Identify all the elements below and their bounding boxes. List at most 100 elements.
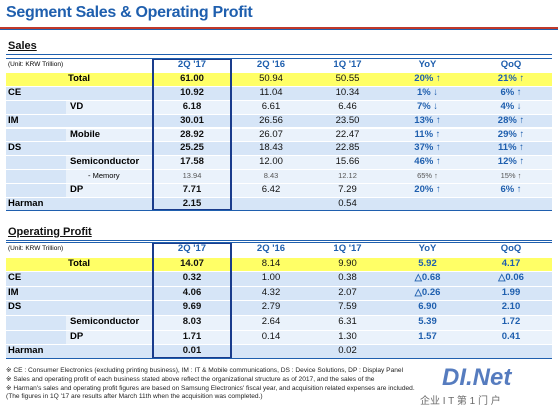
cell-value: 5.39: [418, 316, 437, 327]
cell-value: 0.41: [501, 330, 521, 342]
section-title: Sales: [8, 40, 37, 52]
cell-value: 6% ↑: [500, 184, 522, 196]
row-label: Total: [68, 72, 90, 84]
cell-value: 2.64: [261, 316, 281, 327]
row-bg: [6, 197, 552, 211]
row-label: Semiconductor: [70, 316, 140, 327]
cell-value: 2.07: [338, 286, 357, 298]
footnote: ※ Sales and operating profit of each bus…: [6, 376, 375, 383]
row-bg: [6, 169, 552, 184]
row-label: Total: [68, 257, 90, 269]
cell-value: 5.92: [418, 257, 437, 269]
cell-value: 30.01: [180, 114, 204, 126]
title-rule: [0, 29, 558, 30]
cell-value: 6.31: [338, 316, 357, 327]
row-label: CE: [8, 86, 22, 98]
row-label: DP: [70, 184, 84, 196]
column-header: 1Q '17: [333, 243, 362, 254]
cell-value: △0.68: [414, 272, 441, 284]
row-label: IM: [8, 114, 19, 126]
unit-label: (Unit: KRW Trillion): [8, 245, 64, 252]
cell-value: 18.43: [259, 142, 283, 154]
row-label: VD: [70, 100, 84, 112]
cell-value: 0.02: [338, 345, 357, 357]
row-label: IM: [8, 286, 19, 298]
cell-value: 6.46: [338, 100, 357, 112]
row-label: CE: [8, 272, 22, 284]
cell-value: 6.18: [182, 100, 202, 112]
cell-value: 9.69: [182, 301, 202, 313]
row-bg: [6, 127, 552, 142]
row-bg: [6, 85, 552, 100]
cell-value: 2.10: [501, 301, 521, 313]
row-bg: [6, 113, 552, 128]
cell-value: 1.00: [261, 272, 281, 284]
cell-value: 26.56: [259, 114, 283, 126]
unit-label: (Unit: KRW Trillion): [8, 61, 64, 68]
footnote: (The figures in 1Q '17 are results after…: [6, 393, 263, 400]
cell-value: 7.59: [338, 301, 357, 313]
cell-value: 23.50: [335, 114, 360, 126]
cell-value: 1.72: [501, 316, 521, 327]
cell-value: 11% ↑: [414, 128, 441, 140]
cell-value: 8.14: [261, 257, 281, 269]
row-bg: [6, 183, 552, 197]
cell-value: 8.03: [182, 316, 202, 327]
row-label: DP: [70, 330, 84, 342]
cell-value: 11% ↑: [498, 142, 524, 154]
cell-value: 13.94: [182, 171, 202, 181]
cell-value: 14.07: [180, 257, 204, 269]
cell-value: 65% ↑: [417, 171, 438, 181]
row-indent: [6, 183, 66, 197]
cell-value: 17.58: [180, 156, 204, 168]
footnote: ※ CE : Consumer Electronics (excluding p…: [6, 367, 404, 374]
cell-value: 22.85: [335, 142, 360, 154]
cell-value: △0.26: [414, 286, 441, 298]
row-bg: [6, 271, 552, 286]
cell-value: 0.32: [182, 272, 202, 284]
row-indent: [6, 127, 66, 142]
row-indent: [6, 155, 66, 170]
watermark-tagline: 企业 I T 第 1 门 户: [420, 396, 501, 407]
cell-value: 6.61: [261, 100, 281, 112]
cell-value: 0.14: [261, 330, 281, 342]
cell-value: 7.29: [338, 184, 357, 196]
cell-value: 11.04: [259, 86, 283, 98]
table-frame: [6, 242, 552, 359]
column-header: 2Q '17: [177, 243, 207, 254]
row-label: Harman: [8, 345, 44, 357]
row-bg: [6, 256, 552, 272]
cell-value: 26.07: [259, 128, 283, 140]
cell-value: 12% ↑: [497, 156, 525, 168]
page-title: Segment Sales & Operating Profit: [6, 4, 253, 21]
row-indent: [6, 315, 66, 330]
cell-value: 6.90: [418, 301, 437, 313]
column-header: 2Q '16: [256, 243, 286, 254]
row-indent: [6, 169, 66, 184]
row-bg: [6, 285, 552, 301]
table-frame: [6, 58, 552, 211]
cell-value: △0.06: [498, 272, 524, 284]
cell-value: 28% ↑: [497, 114, 525, 126]
column-header: YoY: [418, 59, 437, 70]
section-title: Operating Profit: [8, 226, 92, 238]
cell-value: 2.15: [182, 198, 202, 209]
cell-value: 37% ↑: [414, 142, 441, 154]
cell-value: 50.94: [259, 72, 283, 84]
cell-value: 9.90: [338, 257, 357, 269]
title-rule: [0, 27, 558, 29]
cell-value: 61.00: [180, 72, 204, 84]
cell-value: 46% ↑: [414, 156, 441, 168]
cell-value: 0.38: [338, 272, 357, 284]
cell-value: 10.34: [335, 86, 360, 98]
row-label: Mobile: [70, 128, 101, 140]
cell-value: 4.32: [261, 286, 281, 298]
cell-value: 15% ↑: [500, 171, 522, 181]
column-header: 2Q '16: [256, 59, 286, 70]
cell-value: 4% ↓: [500, 100, 522, 112]
cell-value: 12.12: [338, 171, 357, 181]
cell-value: 8.43: [263, 171, 279, 181]
row-label: DS: [8, 142, 22, 154]
column-header: QoQ: [500, 59, 522, 70]
